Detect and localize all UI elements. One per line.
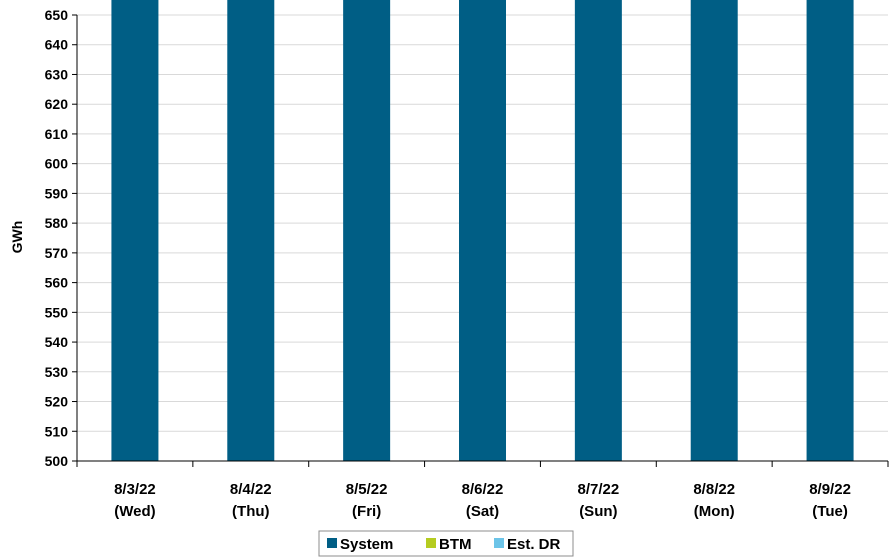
legend-label: Est. DR <box>507 536 561 553</box>
legend-swatch <box>327 538 337 548</box>
y-tick-label: 580 <box>45 215 69 231</box>
x-axis-labels: 8/3/22 (Wed) 8/4/22 (Thu) 8/5/22 (Fri) 8/6/22 (… <box>114 481 851 520</box>
x-category-label: 8/7/22 <box>577 481 619 498</box>
y-axis-ticks: 500 510 520 530 540 550 560 570 580 590 600 610 620 6… <box>45 7 69 469</box>
legend-label: BTM <box>439 536 472 553</box>
x-category-label: 8/4/22 <box>230 481 272 498</box>
legend-box <box>318 530 574 557</box>
x-category-label: 8/6/22 <box>462 481 504 498</box>
bar-segment-system <box>459 0 506 461</box>
y-tick-label: 620 <box>45 96 69 112</box>
y-tick-label: 530 <box>45 364 69 380</box>
x-category-label: (Wed) <box>114 503 155 520</box>
x-category-label: (Sat) <box>466 503 499 520</box>
x-category-label: (Fri) <box>352 503 381 520</box>
bar-segment-system <box>806 0 854 461</box>
y-tick-label: 550 <box>45 304 69 320</box>
x-category-label: (Thu) <box>232 503 269 520</box>
x-category-label: 8/3/22 <box>114 481 156 498</box>
y-axis-title: GWh <box>9 221 25 254</box>
x-category-label: (Tue) <box>812 503 848 520</box>
y-tick-label: 640 <box>45 37 69 53</box>
y-tick-label: 570 <box>45 245 69 261</box>
bar-segment-system <box>690 0 738 461</box>
x-category-label: (Sun) <box>579 503 617 520</box>
x-category-label: 8/8/22 <box>693 481 735 498</box>
y-tick-label: 540 <box>45 334 69 350</box>
y-tick-label: 520 <box>45 394 69 410</box>
axes <box>72 14 889 467</box>
bar-segment-system <box>574 0 622 461</box>
y-tick-label: 560 <box>45 275 69 291</box>
bars <box>111 0 854 461</box>
y-tick-label: 590 <box>45 185 69 201</box>
y-tick-label: 500 <box>45 453 69 469</box>
y-tick-label: 510 <box>45 423 69 439</box>
legend: System BTM Est. DR <box>318 530 574 557</box>
bar-segment-system <box>227 0 275 461</box>
legend-swatch <box>426 538 436 548</box>
y-tick-label: 610 <box>45 126 69 142</box>
y-tick-label: 630 <box>45 66 69 82</box>
legend-swatch <box>494 538 504 548</box>
y-tick-label: 600 <box>45 156 69 172</box>
x-category-label: 8/9/22 <box>809 481 851 498</box>
bar-segment-system <box>111 0 159 461</box>
x-category-label: (Mon) <box>694 503 735 520</box>
y-tick-label: 650 <box>45 7 69 23</box>
bar-segment-system <box>343 0 391 461</box>
x-category-label: 8/5/22 <box>346 481 388 498</box>
legend-label: System <box>340 536 393 553</box>
